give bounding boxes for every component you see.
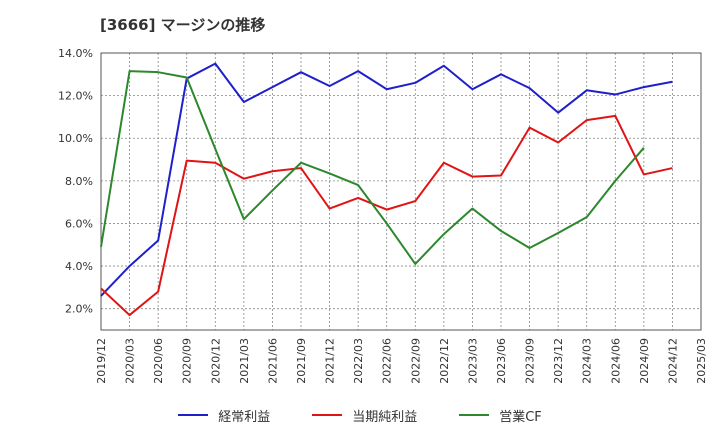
series-line-1 — [100, 114, 673, 317]
x-tick-label: 2023/12 — [552, 338, 565, 384]
margin-line-chart: 2.0%4.0%6.0%8.0%10.0%12.0%14.0% 2019/12 2… — [58, 47, 708, 384]
legend-label: 当期純利益 — [352, 409, 418, 425]
axis-frame — [100, 52, 702, 331]
chart-title: [3666] マージンの推移 — [100, 16, 266, 34]
x-tick-label: 2020/09 — [181, 338, 194, 384]
y-axis-tick-labels: 2.0% 4.0% 6.0% 8.0% 10.0% 12.0% 14.0% — [58, 47, 93, 316]
x-tick-label: 2021/12 — [324, 338, 337, 384]
x-tick-label: 2020/12 — [209, 338, 222, 384]
series-lines — [100, 62, 673, 317]
series-line-2 — [100, 70, 645, 265]
x-tick-label: 2022/12 — [438, 338, 451, 384]
series-line-0 — [100, 62, 673, 297]
legend: 経常利益 当期純利益 営業CF — [0, 404, 720, 426]
y-tick-label: 10.0% — [58, 132, 93, 145]
x-tick-label: 2022/03 — [352, 338, 365, 384]
legend-item-2: 営業CF — [459, 406, 542, 425]
y-tick-label: 12.0% — [58, 90, 93, 103]
legend-label: 経常利益 — [218, 409, 271, 425]
x-tick-label: 2020/06 — [152, 338, 165, 384]
y-tick-label: 8.0% — [65, 175, 93, 188]
legend-swatch — [178, 414, 209, 416]
x-tick-label: 2024/06 — [609, 338, 622, 384]
x-tick-label: 2023/09 — [524, 338, 537, 384]
legend-item-1: 当期純利益 — [312, 406, 417, 425]
plot-frame — [100, 52, 702, 331]
y-tick-label: 2.0% — [65, 303, 93, 316]
x-tick-label: 2020/03 — [124, 338, 137, 384]
y-tick-label: 4.0% — [65, 260, 93, 273]
x-tick-label: 2024/12 — [666, 338, 679, 384]
x-tick-label: 2024/09 — [638, 338, 651, 384]
x-tick-label: 2021/06 — [266, 338, 279, 384]
x-tick-label: 2023/03 — [466, 338, 479, 384]
x-tick-label: 2023/06 — [495, 338, 508, 384]
x-tick-label: 2022/06 — [381, 338, 394, 384]
y-tick-label: 6.0% — [65, 217, 93, 230]
x-tick-label: 2021/03 — [238, 338, 251, 384]
y-tick-label: 14.0% — [58, 47, 93, 60]
x-tick-label: 2021/09 — [295, 338, 308, 384]
legend-swatch — [312, 414, 343, 416]
x-tick-label: 2024/03 — [581, 338, 594, 384]
legend-item-0: 経常利益 — [178, 406, 270, 425]
x-tick-label: 2019/12 — [95, 338, 108, 384]
x-axis-tick-labels: 2019/12 2020/03 2020/06 2020/09 2020/12 2021/… — [95, 338, 708, 384]
legend-label: 営業CF — [499, 409, 542, 425]
x-tick-label: 2025/03 — [695, 338, 708, 384]
x-tick-label: 2022/09 — [409, 338, 422, 384]
legend-swatch — [459, 414, 490, 416]
